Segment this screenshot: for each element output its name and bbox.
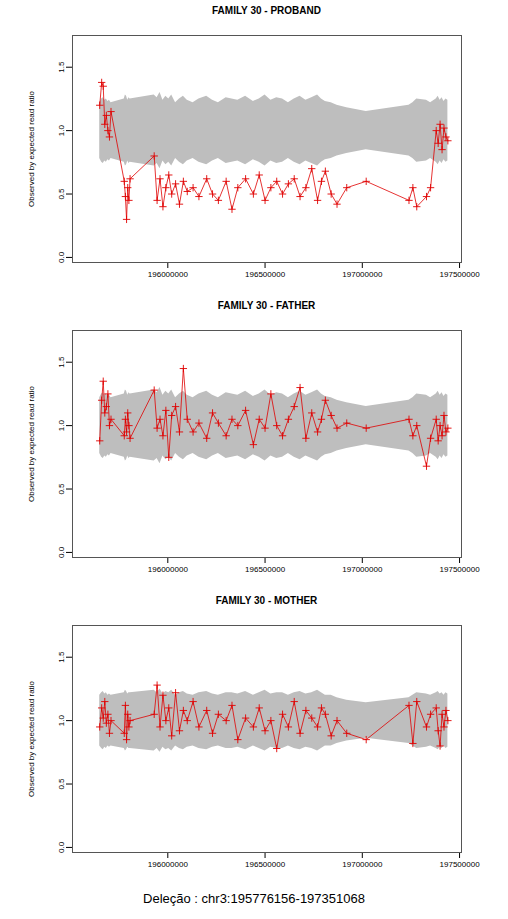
svg-text:196000000: 196000000 [148, 270, 189, 279]
svg-text:0.0: 0.0 [57, 546, 66, 558]
svg-text:197500000: 197500000 [440, 565, 481, 574]
svg-text:196000000: 196000000 [148, 565, 189, 574]
svg-text:196500000: 196500000 [245, 860, 286, 869]
svg-text:Observed by expected read rati: Observed by expected read ratio [27, 385, 36, 502]
svg-text:1.5: 1.5 [57, 61, 66, 73]
svg-text:0.0: 0.0 [57, 251, 66, 263]
svg-text:196500000: 196500000 [245, 565, 286, 574]
svg-text:0.5: 0.5 [57, 188, 66, 200]
html-text:FAMILY 30 - FATHER: FAMILY 30 - FATHER [217, 300, 316, 311]
svg-text:197500000: 197500000 [440, 270, 481, 279]
svg-text:1.0: 1.0 [57, 125, 66, 137]
svg-text:197000000: 197000000 [342, 860, 383, 869]
svg-text:1.5: 1.5 [57, 651, 66, 663]
html-text:Deleção : chr3:195776156-19735: Deleção : chr3:195776156-197351068 [143, 891, 365, 906]
html-text:FAMILY 30 - PROBAND: FAMILY 30 - PROBAND [212, 5, 321, 16]
svg-text:0.5: 0.5 [57, 778, 66, 790]
svg-text:197000000: 197000000 [342, 565, 383, 574]
svg-text:197000000: 197000000 [342, 270, 383, 279]
html-text:FAMILY 30 - MOTHER: FAMILY 30 - MOTHER [215, 595, 318, 606]
svg-text:1.5: 1.5 [57, 356, 66, 368]
svg-text:Observed by expected read rati: Observed by expected read ratio [27, 680, 36, 797]
svg-text:196500000: 196500000 [245, 270, 286, 279]
svg-text:1.0: 1.0 [57, 715, 66, 727]
svg-text:197500000: 197500000 [440, 860, 481, 869]
svg-text:196000000: 196000000 [148, 860, 189, 869]
svg-text:Observed by expected read rati: Observed by expected read ratio [27, 90, 36, 207]
svg-text:1.0: 1.0 [57, 420, 66, 432]
svg-text:0.5: 0.5 [57, 483, 66, 495]
svg-text:0.0: 0.0 [57, 841, 66, 853]
